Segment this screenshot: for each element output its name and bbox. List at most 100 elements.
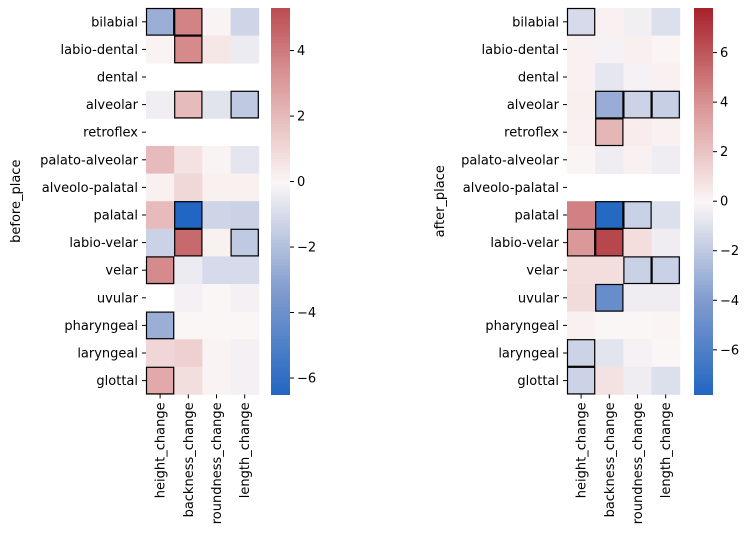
heatmap-cell <box>567 284 596 312</box>
colorbar-segment <box>694 185 713 189</box>
colorbar-segment <box>694 156 713 160</box>
colorbar-segment <box>694 65 713 70</box>
colorbar-segment <box>694 88 713 93</box>
heatmap-cell <box>230 256 260 285</box>
colorbar-segment <box>271 323 290 328</box>
column-label: backness_change <box>603 402 618 517</box>
colorbar-segment <box>271 62 290 67</box>
colorbar-segment <box>694 56 713 61</box>
colorbar-segment <box>271 339 290 344</box>
colorbar-segment <box>271 194 290 199</box>
colorbar-segment <box>694 78 713 83</box>
heatmap-cell <box>595 8 624 36</box>
colorbar-segment <box>694 291 713 296</box>
colorbar-segment <box>271 123 290 128</box>
row-label: pharyngeal <box>64 319 138 334</box>
colorbar-segment <box>271 326 290 331</box>
colorbar-segment <box>694 62 713 67</box>
heatmap-cell <box>567 63 596 92</box>
colorbar-segment <box>271 268 290 273</box>
heatmap-cell <box>623 63 652 92</box>
colorbar-segment <box>694 27 713 32</box>
row-label: glottal <box>517 374 559 389</box>
heatmap-cell <box>230 284 260 312</box>
colorbar-segment <box>271 201 290 206</box>
heatmap-cell <box>230 366 260 395</box>
colorbar-segment <box>271 24 290 28</box>
row-label: palato-alveolar <box>461 153 560 168</box>
heatmap-cell <box>623 366 652 395</box>
colorbar-segment <box>271 49 290 54</box>
colorbar-segment <box>694 243 713 247</box>
colorbar-segment <box>694 246 713 251</box>
highlight-box <box>595 283 624 312</box>
heatmap-cell <box>174 201 203 230</box>
colorbar-segment <box>271 288 290 292</box>
colorbar-segment <box>271 152 290 157</box>
colorbar-segment <box>271 98 290 102</box>
colorbar-segment <box>271 226 290 231</box>
colorbar-segment <box>694 233 713 238</box>
colorbar-segment <box>694 249 713 254</box>
colorbar-tick-label: 6 <box>720 46 728 61</box>
colorbar-segment <box>271 78 290 83</box>
colorbar-segment <box>271 156 290 160</box>
colorbar-segment <box>271 33 290 38</box>
colorbar-segment <box>271 188 290 193</box>
colorbar-segment <box>271 307 290 312</box>
colorbar-segment <box>694 313 713 318</box>
colorbar-tick-label: −2 <box>297 241 316 256</box>
colorbar-segment <box>271 243 290 247</box>
colorbar-segment <box>271 317 290 321</box>
row-label: alveolo-palatal <box>42 181 138 196</box>
heatmap-cell <box>202 366 231 395</box>
highlight-box <box>566 339 596 367</box>
colorbar-segment <box>271 320 290 325</box>
colorbar-segment <box>271 378 290 383</box>
heatmap-cell <box>230 146 260 174</box>
heatmap-cell <box>567 228 596 257</box>
colorbar-segment <box>271 355 290 360</box>
colorbar-segment <box>694 371 713 376</box>
heatmap-cell <box>202 90 231 119</box>
colorbar-tick-label: −2 <box>720 244 739 259</box>
heatmap-cell <box>146 201 175 230</box>
colorbar-segment <box>694 91 713 96</box>
colorbar-segment <box>271 239 290 244</box>
heatmap-cell <box>230 339 260 368</box>
heatmap-cell <box>146 35 175 64</box>
row-label: labio-velar <box>490 236 559 251</box>
colorbar-segment <box>694 201 713 206</box>
heatmap-cell <box>623 228 652 257</box>
colorbar-segment <box>271 117 290 122</box>
colorbar-segment <box>271 120 290 125</box>
heatmap-cell <box>623 339 652 368</box>
colorbar-tick-label: −6 <box>720 343 739 358</box>
heatmap-cell <box>146 228 175 257</box>
colorbar-segment <box>271 143 290 148</box>
heatmap-cell <box>651 284 681 312</box>
colorbar-segment <box>694 191 713 196</box>
highlight-box <box>145 366 175 395</box>
colorbar-segment <box>694 278 713 283</box>
heatmap-cell <box>595 256 624 285</box>
colorbar-segment <box>271 11 290 16</box>
highlight-box <box>145 311 175 340</box>
colorbar-segment <box>694 310 713 315</box>
colorbar-segment <box>271 75 290 80</box>
colorbar-segment <box>271 30 290 35</box>
colorbar-segment <box>694 336 713 341</box>
colorbar-segment <box>271 172 290 177</box>
heatmap-before-place: bilabial labio-dental dental alveolar retrof… <box>9 7 316 524</box>
colorbar-segment <box>694 362 713 367</box>
row-label: palato-alveolar <box>40 153 139 168</box>
colorbar-segment <box>271 310 290 315</box>
colorbar-segment <box>271 375 290 379</box>
colorbar-segment <box>271 352 290 357</box>
row-label: velar <box>526 264 559 279</box>
colorbar-segment <box>271 246 290 251</box>
colorbar-segment <box>271 14 290 19</box>
colorbar-segment <box>694 252 713 257</box>
colorbar-segment <box>694 53 713 57</box>
colorbar-segment <box>271 381 290 386</box>
